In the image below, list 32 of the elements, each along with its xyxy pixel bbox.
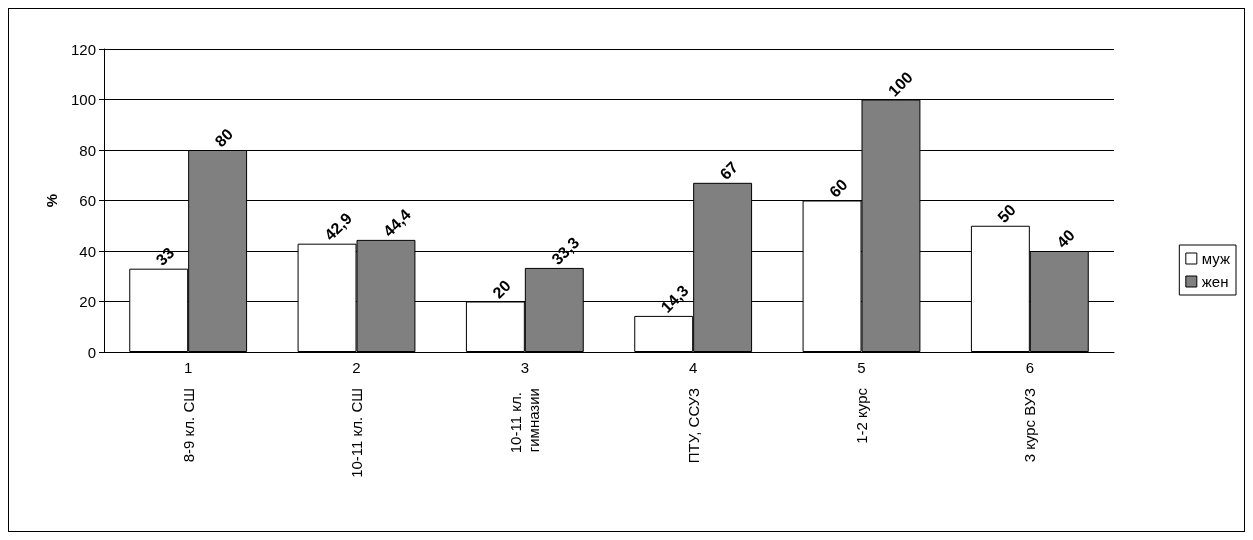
y-tick-label: 20 [79, 293, 96, 310]
text: 10-11 кл. гимназии [507, 388, 543, 454]
data-label: 50 [994, 201, 1020, 226]
data-label: 40 [1053, 226, 1078, 252]
x-tick-label: 6 [1025, 359, 1035, 376]
data-label: 67 [716, 158, 742, 183]
text: 8-9 кл. СШ [179, 388, 197, 463]
y-tick-label: 80 [79, 141, 96, 159]
data-label: 100 [884, 68, 916, 100]
x-tick-label: 2 [352, 359, 361, 376]
y-tick-label: 100 [70, 91, 96, 108]
text: 3 курс ВУЗ [1021, 388, 1039, 463]
y-tick-label: 0 [87, 343, 96, 361]
x-tick-label: 1 [183, 359, 193, 376]
data-label: 44,4 [379, 205, 415, 240]
text: 10-11 кл. СШ [348, 388, 365, 478]
data-label: 80 [211, 125, 237, 151]
x-tick-label: 4 [688, 359, 698, 376]
legend-label: муж [1201, 250, 1230, 267]
data-label: 33 [152, 244, 178, 269]
x-tick-label: 5 [857, 359, 866, 376]
data-label: 20 [489, 276, 515, 302]
text: ПТУ, ССУЗ [684, 388, 702, 464]
text: 1-2 курс [853, 387, 870, 444]
y-tick-label: 60 [79, 192, 96, 209]
y-axis-title: % [43, 193, 60, 208]
data-label: 60 [826, 175, 851, 201]
data-label: 42,9 [321, 209, 356, 244]
legend-label: жен [1201, 273, 1229, 290]
x-tick-label: 3 [520, 359, 530, 376]
y-tick-label: 40 [79, 242, 96, 260]
y-tick-label: 120 [70, 40, 96, 58]
